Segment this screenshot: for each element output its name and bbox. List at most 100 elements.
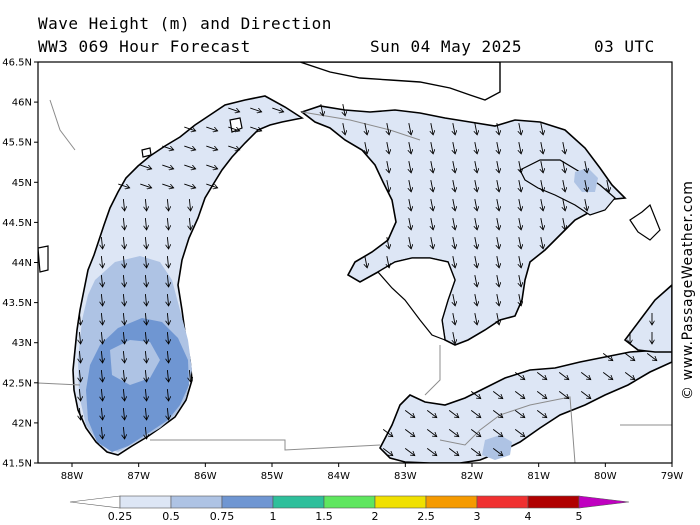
- wave-patch-erie: [482, 435, 512, 460]
- colorbar-segment: [374, 495, 427, 509]
- wave-arrow: [101, 331, 102, 344]
- wave-arrow: [431, 142, 433, 154]
- colorbar-label: 0.75: [210, 510, 235, 523]
- georgian-bay: [519, 159, 616, 216]
- wave-arrow: [387, 142, 389, 154]
- wave-arrow: [519, 275, 521, 287]
- wave-arrow: [475, 161, 477, 173]
- wave-arrow: [536, 410, 547, 417]
- wave-arrow: [145, 426, 146, 439]
- wave-arrow: [475, 256, 477, 268]
- wave-arrow: [167, 217, 168, 230]
- wave-arrow: [492, 410, 503, 417]
- wave-arrow: [602, 353, 613, 360]
- wave-arrow: [563, 161, 565, 173]
- longitude-ticks: 88W 87W 86W 85W 84W 83W 82W 81W 80W 79W: [61, 463, 683, 482]
- wave-arrow: [79, 369, 80, 382]
- island: [141, 147, 152, 158]
- wave-arrow: [162, 145, 173, 150]
- wave-arrow: [123, 274, 124, 287]
- wave-arrow: [184, 164, 195, 169]
- wave-arrow: [409, 161, 411, 173]
- wave-arrow: [558, 372, 569, 379]
- longitude-label: 80W: [594, 471, 617, 482]
- latitude-label: 45N: [12, 178, 32, 189]
- colorbar-label: 1.5: [315, 510, 333, 523]
- wave-arrow: [184, 126, 195, 131]
- colorbar-segment: [119, 495, 172, 509]
- wave-arrow: [409, 180, 411, 192]
- longitude-label: 81W: [527, 471, 550, 482]
- wave-arrow: [123, 293, 124, 306]
- wave-arrow: [426, 448, 437, 455]
- wave-arrow: [206, 145, 217, 150]
- wave-arrow: [79, 388, 80, 401]
- colorbar-label: 2.5: [417, 510, 435, 523]
- colorbar-segment: [221, 495, 274, 509]
- wave-arrow: [558, 391, 569, 398]
- wave-arrow: [563, 142, 565, 154]
- island: [38, 245, 49, 273]
- wave-arrow: [475, 237, 477, 249]
- wave-arrow: [118, 183, 129, 188]
- wave-arrow: [475, 123, 477, 135]
- wave-arrow: [123, 236, 124, 249]
- wave-arrow: [387, 256, 389, 268]
- wave-arrow: [580, 372, 591, 379]
- wave-arrow: [365, 256, 367, 268]
- wave-arrow: [519, 180, 521, 192]
- wave-arrow: [497, 256, 499, 268]
- wave-arrow: [453, 123, 455, 135]
- wave-height-colorbar: 0.25 0.5 0.75 1 1.5 2 2.5 3 4 5: [69, 495, 630, 523]
- wave-arrow: [189, 369, 190, 382]
- latitude-label: 43.5N: [2, 298, 32, 309]
- wave-arrow: [409, 237, 411, 249]
- wave-arrow: [123, 350, 124, 363]
- wave-arrow: [431, 237, 433, 249]
- wave-arrow: [541, 142, 543, 154]
- wave-arrow: [250, 107, 261, 112]
- latitude-label: 45.5N: [2, 138, 32, 149]
- latitude-label: 42.5N: [2, 378, 32, 389]
- wave-arrow: [541, 180, 543, 192]
- wave-arrow: [140, 164, 151, 169]
- wave-arrow: [228, 126, 239, 131]
- island: [629, 203, 661, 241]
- wave-arrow: [453, 313, 455, 325]
- wave-arrow: [514, 429, 525, 436]
- wave-arrow: [519, 199, 521, 211]
- wave-arrow: [123, 426, 124, 439]
- wave-arrow: [409, 142, 411, 154]
- wave-arrow: [145, 350, 146, 363]
- wave-patch-mid-inner: [110, 340, 160, 385]
- colorbar-label: 1: [270, 510, 277, 523]
- wave-arrow: [585, 199, 587, 211]
- wave-arrow: [123, 407, 124, 420]
- wave-arrow: [167, 350, 168, 363]
- wave-arrow: [541, 123, 543, 135]
- wave-arrow: [497, 237, 499, 249]
- wave-arrow: [145, 388, 146, 401]
- colorbar-label: 0.25: [108, 510, 133, 523]
- wave-arrow: [167, 407, 168, 420]
- wave-arrow: [101, 274, 102, 287]
- colorbar-label: 5: [576, 510, 583, 523]
- colorbar-label: 0.5: [162, 510, 180, 523]
- colorbar-segment: [527, 495, 580, 509]
- wave-arrow: [624, 353, 635, 360]
- wave-arrow: [541, 161, 543, 173]
- wave-arrow: [453, 218, 455, 230]
- wave-arrow: [475, 313, 477, 325]
- wave-arrow: [123, 388, 124, 401]
- colorbar-label: 2: [372, 510, 379, 523]
- forecast-date: Sun 04 May 2025: [370, 37, 522, 56]
- wave-arrow: [321, 104, 323, 116]
- wave-arrow: [162, 164, 173, 169]
- forecast-time: 03 UTC: [594, 37, 655, 56]
- wave-arrow: [426, 410, 437, 417]
- longitude-label: 86W: [194, 471, 217, 482]
- latitude-ticks: 46.5N 46N 45.5N 45N 44.5N 44N 43.5N 43N 42.5N 42N…: [2, 58, 38, 470]
- wave-arrow: [206, 126, 217, 131]
- wave-arrow: [167, 198, 168, 211]
- wave-arrow: [145, 274, 146, 287]
